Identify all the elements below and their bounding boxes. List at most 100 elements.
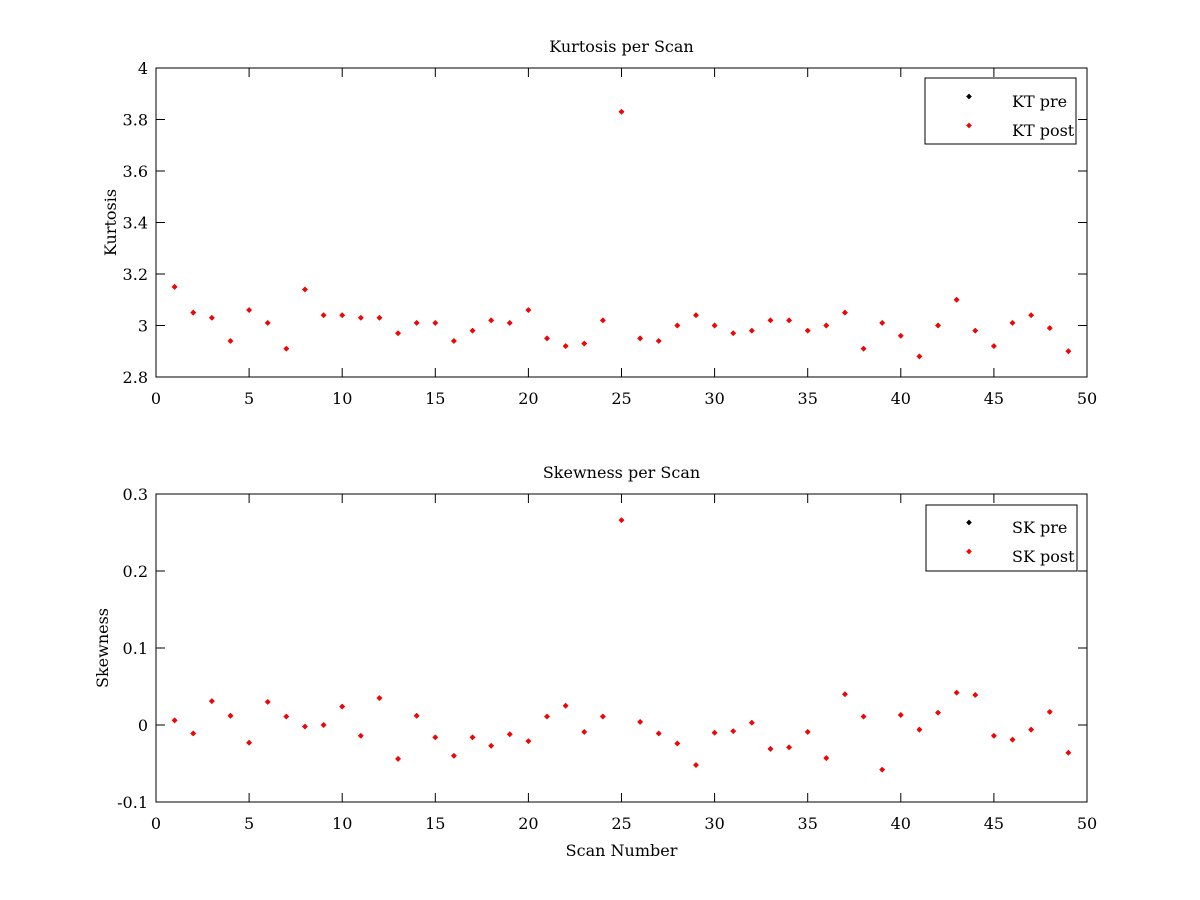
kurtosis-point-series-1 [916, 353, 923, 360]
skewness-y-tick-label: -0.1 [117, 793, 148, 812]
skewness-x-tick-label: 50 [1077, 814, 1097, 833]
skewness-y-tick-label: 0.1 [123, 639, 148, 658]
skewness-point-series-1 [916, 726, 923, 733]
skewness-point-series-1 [544, 713, 550, 720]
skewness-point-series-1 [618, 517, 625, 524]
skewness-point-series-1 [506, 731, 513, 738]
skewness-point-series-1 [897, 712, 904, 718]
kurtosis-point-series-1 [600, 317, 606, 324]
kurtosis-x-tick-label: 50 [1077, 389, 1097, 408]
skewness-point-series-1 [451, 752, 457, 759]
kurtosis-x-tick-label: 0 [151, 389, 161, 408]
kurtosis-x-tick-label: 35 [798, 389, 818, 408]
kurtosis-point-series-1 [562, 343, 569, 349]
skewness-point-series-1 [469, 734, 476, 741]
skewness-point-series-1 [357, 732, 364, 739]
skewness-point-series-1 [376, 695, 383, 701]
kurtosis-legend: KT pre KT post [924, 77, 1077, 145]
kurtosis-x-tick-label: 30 [704, 389, 724, 408]
skewness-point-series-1 [302, 723, 308, 730]
kurtosis-point-series-1 [804, 327, 811, 334]
skewness-point-series-1 [693, 762, 699, 768]
kurtosis-point-series-1 [823, 322, 830, 329]
kurtosis-point-series-1 [860, 345, 867, 352]
kurtosis-x-tick-label: 25 [611, 389, 631, 408]
kurtosis-point-series-1 [209, 314, 215, 321]
skewness-point-series-1 [767, 746, 774, 752]
skewness-x-tick-label: 30 [704, 814, 724, 833]
kurtosis-point-series-1 [451, 338, 457, 344]
skewness-point-series-1 [339, 703, 346, 710]
kurtosis-x-tick-label: 20 [518, 389, 538, 408]
legend-label-kt-post: KT post [1012, 121, 1075, 140]
kurtosis-y-tick-label: 3.4 [123, 214, 148, 233]
legend-marker-sk-post [966, 548, 972, 555]
skewness-point-series-1 [283, 713, 290, 720]
skewness-y-tick-label: 0 [138, 716, 148, 735]
skewness-y-axis: -0.1 0 0.1 0.2 0.3 [117, 485, 1087, 812]
skewness-x-tick-label: 45 [984, 814, 1004, 833]
kurtosis-point-series-1 [432, 320, 439, 326]
skewness-point-series-1 [1065, 749, 1072, 756]
kurtosis-point-series-1 [376, 314, 383, 321]
kurtosis-x-axis: 0 5 10 15 20 25 30 35 40 45 50 [151, 68, 1097, 408]
skewness-x-tick-label: 40 [891, 814, 911, 833]
kurtosis-point-series-1 [339, 312, 346, 319]
kurtosis-point-series-1 [469, 327, 476, 334]
kurtosis-point-series-1 [357, 314, 364, 321]
kurtosis-y-axis-label: Kurtosis [101, 189, 120, 256]
kurtosis-point-series-1 [879, 320, 886, 326]
kurtosis-point-series-1 [786, 317, 792, 324]
kurtosis-point-series-1 [1065, 348, 1072, 355]
kurtosis-point-series-1 [730, 330, 737, 337]
kurtosis-point-series-1 [544, 335, 550, 342]
kurtosis-plot-title: Kurtosis per Scan [549, 37, 693, 56]
kurtosis-point-series-1 [488, 317, 494, 324]
legend-label-sk-post: SK post [1012, 547, 1075, 566]
kurtosis-legend-box [924, 77, 1077, 145]
skewness-point-series-1 [991, 732, 997, 739]
skewness-y-tick-label: 0.3 [123, 485, 148, 504]
kurtosis-point-series-1 [655, 338, 662, 344]
kurtosis-point-series-1 [674, 322, 681, 329]
kurtosis-y-tick-label: 4 [138, 59, 148, 78]
legend-marker-kt-post [966, 122, 972, 129]
kurtosis-y-tick-label: 3.8 [123, 111, 148, 130]
kurtosis-point-series-1 [637, 335, 643, 342]
kurtosis-point-series-1 [506, 320, 513, 326]
skewness-point-series-1 [413, 712, 420, 719]
skewness-point-series-1 [209, 698, 215, 704]
kurtosis-point-series-1 [842, 309, 848, 316]
legend-label-kt-pre: KT pre [1012, 92, 1067, 111]
skewness-point-series-1 [227, 712, 234, 719]
kurtosis-point-series-1 [711, 322, 718, 329]
kurtosis-point-series-1 [264, 320, 271, 326]
kurtosis-point-series-1 [525, 307, 532, 313]
skewness-x-axis: 0 5 10 15 20 25 30 35 40 45 50 [151, 494, 1097, 833]
skewness-point-series-1 [935, 709, 941, 716]
kurtosis-point-series-1 [1009, 320, 1016, 326]
skewness-point-series-1 [786, 744, 792, 751]
kurtosis-y-tick-label: 3.2 [123, 265, 148, 284]
kurtosis-points [171, 108, 1072, 360]
kurtosis-point-series-1 [1046, 325, 1053, 331]
skewness-point-series-1 [246, 739, 252, 746]
skewness-point-series-1 [730, 728, 737, 734]
skewness-point-series-1 [842, 691, 848, 698]
skewness-plot: Skewness per Scan Skewness Scan Number 0… [93, 463, 1097, 860]
legend-label-sk-pre: SK pre [1012, 518, 1067, 537]
skewness-point-series-1 [972, 692, 979, 698]
skewness-point-series-1 [655, 730, 662, 737]
skewness-y-axis-label: Skewness [93, 608, 112, 688]
kurtosis-point-series-1 [618, 108, 625, 115]
kurtosis-point-series-1 [283, 345, 290, 352]
kurtosis-x-tick-label: 5 [244, 389, 254, 408]
kurtosis-point-series-1 [190, 309, 197, 316]
kurtosis-point-series-1 [581, 340, 588, 347]
kurtosis-y-axis: 2.8 3 3.2 3.4 3.6 3.8 4 [123, 59, 1087, 387]
kurtosis-point-series-1 [693, 312, 699, 319]
kurtosis-plot: Kurtosis per Scan Kurtosis 0 5 10 15 20 25 30 3… [101, 37, 1097, 408]
kurtosis-point-series-1 [171, 284, 178, 290]
kurtosis-point-series-1 [749, 327, 755, 334]
